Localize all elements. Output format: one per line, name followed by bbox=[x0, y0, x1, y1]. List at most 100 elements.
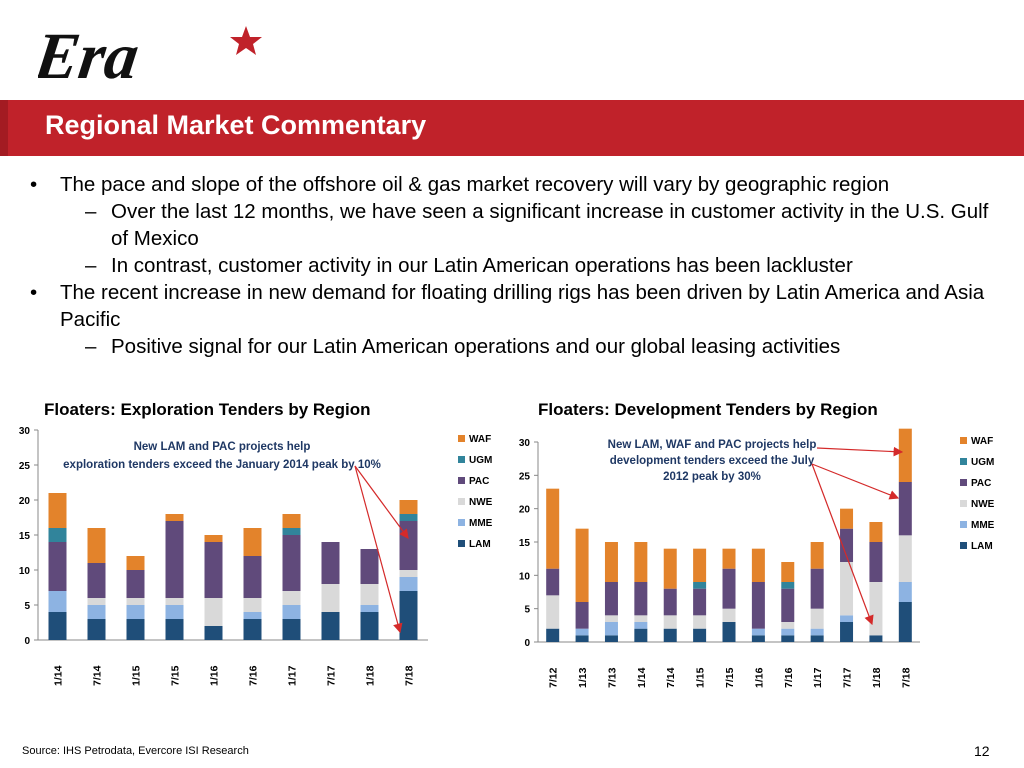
bar-segment-nwe bbox=[722, 608, 736, 622]
annotation-text: New LAM, WAF and PAC projects help bbox=[608, 439, 817, 451]
bar-segment-nwe bbox=[321, 584, 340, 612]
bar-segment-ugm bbox=[48, 528, 67, 542]
bar-segment-waf bbox=[693, 548, 707, 582]
annotation-text: development tenders exceed the July bbox=[610, 455, 815, 467]
y-tick-label: 15 bbox=[519, 538, 531, 549]
bar-segment-lam bbox=[87, 619, 106, 640]
bar-segment-pac bbox=[810, 568, 824, 609]
bar-segment-lam bbox=[204, 626, 223, 640]
bar-segment-lam bbox=[546, 628, 560, 642]
annotation-arrow bbox=[811, 463, 900, 500]
bar-segment-lam bbox=[869, 635, 883, 642]
y-tick-label: 25 bbox=[519, 471, 531, 482]
bar-segment-pac bbox=[722, 568, 736, 609]
bar-segment-lam bbox=[840, 622, 854, 642]
bar-segment-waf bbox=[751, 548, 765, 582]
bar-segment-lam bbox=[693, 628, 707, 642]
x-tick-label: 1/18 bbox=[365, 665, 377, 686]
legend-label: MME bbox=[469, 518, 493, 529]
y-tick-label: 5 bbox=[24, 601, 30, 612]
bar-segment-nwe bbox=[693, 615, 707, 629]
y-tick-label: 0 bbox=[524, 638, 530, 649]
legend-label: WAF bbox=[971, 436, 993, 447]
bullet-text: Positive signal for our Latin American o… bbox=[111, 335, 841, 358]
bar-segment-nwe bbox=[898, 535, 912, 582]
legend-label: UGM bbox=[469, 455, 492, 466]
page-title: Regional Market Commentary bbox=[45, 110, 427, 140]
annotation-text: New LAM and PAC projects help bbox=[134, 441, 311, 453]
x-tick-label: 1/14 bbox=[636, 667, 648, 688]
bar-segment-pac bbox=[663, 588, 677, 616]
x-tick-label: 7/13 bbox=[606, 667, 618, 688]
bar-segment-waf bbox=[204, 535, 223, 542]
bar-segment-waf bbox=[840, 508, 854, 529]
bar-segment-ugm bbox=[399, 514, 418, 521]
bar-segment-pac bbox=[87, 563, 106, 598]
bar-segment-mme bbox=[810, 628, 824, 636]
legend-swatch bbox=[458, 540, 465, 547]
bar-segment-nwe bbox=[165, 598, 184, 605]
bar-segment-pac bbox=[869, 542, 883, 582]
annotation-arrow bbox=[354, 465, 409, 539]
bullet-text: The recent increase in new demand for fl… bbox=[60, 281, 985, 331]
x-tick-label: 1/15 bbox=[695, 667, 707, 688]
bar-segment-waf bbox=[604, 542, 618, 582]
page-number: 12 bbox=[974, 743, 990, 759]
x-tick-label: 7/18 bbox=[404, 665, 416, 686]
x-tick-label: 7/15 bbox=[170, 665, 182, 686]
x-tick-label: 7/16 bbox=[783, 667, 795, 688]
bar-segment-nwe bbox=[87, 598, 106, 605]
legend-swatch bbox=[458, 498, 465, 505]
bar-segment-mme bbox=[781, 628, 795, 636]
bar-segment-ugm bbox=[282, 528, 301, 535]
x-tick-label: 1/16 bbox=[209, 665, 221, 686]
bar-segment-waf bbox=[810, 542, 824, 569]
bar-segment-mme bbox=[282, 605, 301, 619]
bar-segment-mme bbox=[165, 605, 184, 619]
annotation-arrow bbox=[354, 465, 403, 634]
bar-segment-waf bbox=[126, 556, 145, 570]
bar-segment-waf bbox=[243, 528, 262, 556]
bar-segment-lam bbox=[321, 612, 340, 640]
x-tick-label: 7/14 bbox=[665, 667, 677, 688]
legend-swatch bbox=[458, 435, 465, 442]
legend-swatch bbox=[960, 437, 967, 444]
bar-segment-waf bbox=[48, 493, 67, 528]
bar-segment-lam bbox=[810, 635, 824, 642]
legend-label: PAC bbox=[971, 478, 991, 489]
sub-bullet-item: – Over the last 12 months, we have seen a… bbox=[85, 200, 989, 250]
x-tick-label: 1/18 bbox=[871, 667, 883, 688]
bullet-text: In contrast, customer activity in our La… bbox=[111, 254, 853, 277]
bar-segment-lam bbox=[751, 635, 765, 642]
bar-segment-mme bbox=[87, 605, 106, 619]
y-tick-label: 25 bbox=[19, 461, 31, 472]
bar-segment-nwe bbox=[604, 615, 618, 622]
bar-segment-ugm bbox=[693, 582, 707, 589]
bar-segment-pac bbox=[751, 582, 765, 629]
exploration-tenders-chart: 0 5 10 15 20 25 30 1/14 7/14 1/15 7/15 1/16 7/16 1/17… bbox=[19, 426, 493, 686]
legend-label: UGM bbox=[971, 457, 994, 468]
legend-swatch bbox=[960, 458, 967, 465]
bar-segment-waf bbox=[165, 514, 184, 521]
sub-bullet-item: – Positive signal for our Latin American … bbox=[85, 335, 841, 358]
bar-segment-pac bbox=[781, 588, 795, 622]
bar-segment-mme bbox=[840, 615, 854, 622]
title-bar bbox=[0, 100, 1024, 156]
bar-segment-waf bbox=[282, 514, 301, 528]
y-tick-label: 10 bbox=[519, 571, 531, 582]
bar-segment-waf bbox=[546, 488, 560, 569]
bar-segment-pac bbox=[360, 549, 379, 584]
y-tick-label: 20 bbox=[519, 505, 531, 516]
legend-label: NWE bbox=[469, 497, 493, 508]
bar-segment-lam bbox=[898, 602, 912, 642]
bar-segment-waf bbox=[87, 528, 106, 563]
y-tick-label: 30 bbox=[19, 426, 31, 437]
bar-segment-mme bbox=[399, 577, 418, 591]
bullet-item: • The pace and slope of the offshore oil … bbox=[30, 173, 890, 196]
x-tick-label: 7/18 bbox=[900, 667, 912, 688]
bar-segment-lam bbox=[282, 619, 301, 640]
bar-segment-nwe bbox=[399, 570, 418, 577]
bar-segment-pac bbox=[48, 542, 67, 591]
bullet-text: Over the last 12 months, we have seen a … bbox=[111, 200, 989, 250]
y-tick-label: 20 bbox=[19, 496, 31, 507]
